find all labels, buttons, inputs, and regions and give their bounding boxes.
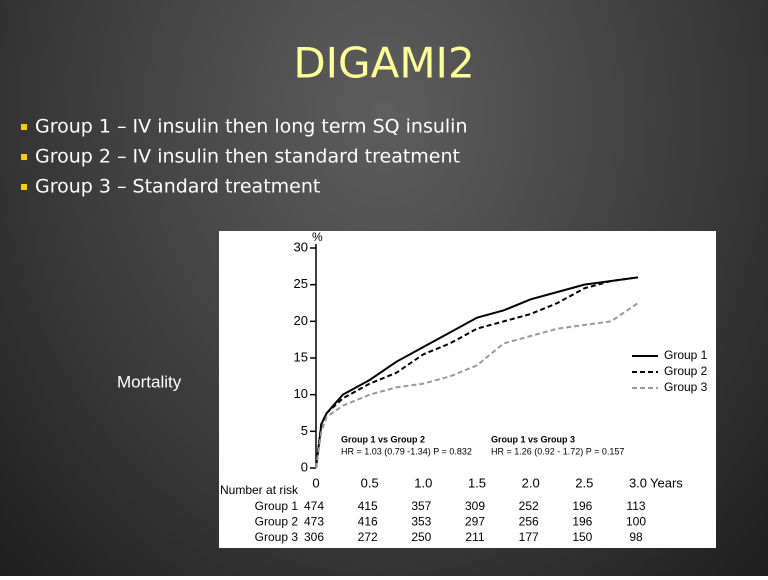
risk-value: 100 (626, 515, 646, 529)
risk-table-title: Number at risk (220, 483, 299, 497)
risk-value: 211 (465, 530, 484, 544)
risk-row-label: Group 2 (255, 515, 299, 529)
risk-value: 150 (572, 530, 592, 544)
legend-label: Group 3 (664, 380, 708, 394)
legend-label: Group 2 (664, 364, 708, 378)
annotation: Group 1 vs Group 2 (341, 434, 425, 444)
risk-value: 177 (519, 530, 539, 544)
x-tick-label: 0.5 (361, 475, 379, 490)
risk-value: 416 (358, 515, 378, 529)
y-axis-label: % (312, 230, 323, 244)
x-tick-label: 3.0 (629, 475, 647, 490)
x-tick-label: 2.5 (575, 475, 593, 490)
slide-title: DIGAMI2 (293, 39, 474, 88)
bullet-text: Group 2 – IV insulin then standard treat… (35, 146, 460, 168)
side-label: Mortality (117, 372, 182, 391)
risk-value: 98 (629, 530, 643, 544)
risk-value: 196 (572, 515, 592, 529)
annotation: HR = 1.26 (0.92 - 1.72) P = 0.157 (491, 446, 624, 456)
risk-value: 474 (304, 499, 324, 513)
chart-background (219, 231, 716, 548)
bullet-text: Group 3 – Standard treatment (35, 176, 320, 198)
risk-value: 196 (572, 499, 592, 513)
bullet-marker (21, 154, 27, 160)
risk-value: 113 (626, 499, 645, 513)
risk-value: 415 (358, 499, 378, 513)
risk-value: 306 (304, 530, 324, 544)
bullet-marker (21, 184, 27, 190)
annotation: Group 1 vs Group 3 (491, 434, 575, 444)
risk-value: 297 (465, 515, 485, 529)
y-tick-label: 10 (294, 386, 308, 401)
risk-value: 357 (411, 499, 431, 513)
risk-row-label: Group 1 (255, 499, 299, 513)
x-tick-label: 2.0 (522, 475, 540, 490)
risk-value: 252 (519, 499, 539, 513)
x-axis-label: Years (650, 475, 683, 490)
y-tick-label: 0 (301, 459, 308, 474)
y-tick-label: 15 (294, 349, 308, 364)
bullet-marker (21, 124, 27, 130)
bullet-text: Group 1 – IV insulin then long term SQ i… (35, 116, 467, 138)
risk-value: 473 (304, 515, 324, 529)
legend-label: Group 1 (664, 348, 708, 362)
annotation: HR = 1.03 (0.79 -1.34) P = 0.832 (341, 446, 472, 456)
y-tick-label: 25 (294, 276, 308, 291)
y-tick-label: 30 (294, 239, 308, 254)
x-tick-label: 1.5 (468, 475, 486, 490)
risk-value: 256 (519, 515, 539, 529)
x-tick-label: 0 (312, 475, 319, 490)
risk-value: 309 (465, 499, 485, 513)
chart: 0 5 10 15 20 25 30% 0 0.5 1.0 1.5 2.0 2.5 3.0 Years Gro… (220, 230, 708, 544)
risk-value: 353 (411, 515, 431, 529)
risk-value: 250 (411, 530, 431, 544)
y-tick-label: 5 (301, 423, 308, 438)
risk-row-label: Group 3 (255, 530, 299, 544)
risk-value: 272 (358, 530, 378, 544)
x-tick-label: 1.0 (414, 475, 432, 490)
series-line (315, 302, 639, 469)
y-tick-label: 20 (294, 313, 308, 328)
